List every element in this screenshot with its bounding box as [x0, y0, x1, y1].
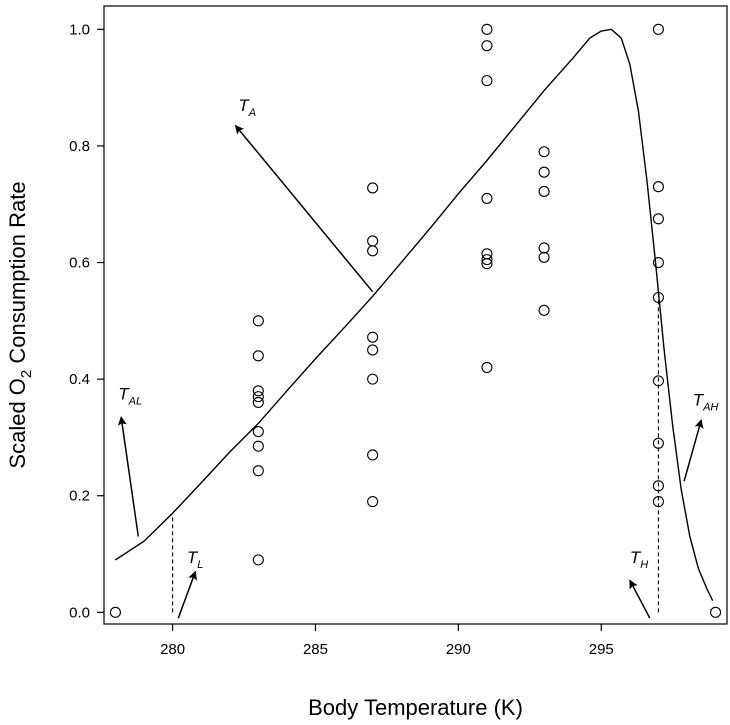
data-point: [481, 248, 493, 260]
data-point: [367, 235, 379, 247]
annotation-label-main: T: [187, 548, 199, 567]
axes: 280 285 290 295 0.0 0.2 0.4 0.6 0.8 1.0: [69, 21, 614, 658]
x-tick-label: 290: [446, 641, 471, 658]
x-axis-label: Body Temperature (K): [308, 695, 523, 720]
data-point: [367, 182, 379, 194]
annotation-arrow: [234, 124, 374, 293]
data-point: [252, 440, 264, 452]
annotation-label-main: T: [238, 96, 250, 115]
plot-frame: [103, 5, 728, 625]
y-axis-label-pre: Scaled O: [5, 378, 30, 469]
annotation-arrow: [629, 579, 651, 619]
data-point: [367, 373, 379, 385]
annotation-arrow: [117, 416, 140, 537]
data-point: [367, 245, 379, 257]
data-point: [481, 75, 493, 87]
data-point: [367, 449, 379, 461]
annotation-label-sub: A: [248, 107, 256, 119]
data-point: [252, 426, 264, 438]
annotation-arrow: [683, 419, 704, 482]
data-point: [109, 606, 121, 618]
data-point: [481, 361, 493, 374]
x-tick-label: 285: [303, 641, 328, 658]
data-point: [538, 185, 550, 197]
annotation-label-main: T: [693, 390, 705, 409]
annotation-arrow: [177, 570, 197, 619]
data-point: [652, 256, 664, 269]
data-point: [652, 496, 664, 508]
annotation-label: TAH: [693, 390, 719, 413]
y-tick-label: 0.6: [69, 255, 90, 272]
data-point: [252, 396, 264, 409]
data-point: [481, 254, 493, 266]
annotation-label: TAL: [118, 385, 142, 408]
data-point: [481, 192, 493, 204]
annotation-label-sub: H: [640, 559, 648, 571]
y-tick-label: 1.0: [69, 21, 90, 38]
data-point: [652, 213, 664, 225]
data-point: [652, 480, 664, 492]
x-tick-label: 295: [589, 641, 614, 658]
data-point: [252, 554, 264, 566]
data-point: [252, 465, 264, 477]
data-point: [538, 146, 550, 158]
model-curve: [115, 28, 714, 601]
annotation-label: TL: [187, 548, 204, 571]
plot-border: [103, 5, 728, 625]
annotation-label: TH: [630, 548, 648, 571]
data-point: [252, 385, 264, 397]
x-tick-label: 280: [160, 641, 185, 658]
y-tick-label: 0.8: [69, 138, 90, 155]
y-axis-label: Scaled O2 Consumption Rate: [5, 181, 35, 468]
data-point: [710, 606, 722, 618]
data-point: [538, 242, 550, 254]
data-point: [252, 315, 264, 327]
data-point: [252, 391, 264, 403]
annotation-label-main: T: [630, 548, 642, 567]
data-points: [109, 23, 722, 618]
data-point: [367, 344, 379, 356]
annotation-label: TA: [238, 96, 256, 119]
annotation-label-sub: AL: [128, 396, 142, 408]
data-point: [652, 181, 664, 193]
data-point: [652, 23, 664, 35]
data-point: [252, 350, 264, 362]
data-point: [538, 166, 550, 178]
plot-lines: [115, 28, 714, 613]
data-point: [481, 40, 493, 52]
data-point: [367, 331, 379, 343]
y-tick-label: 0.2: [69, 488, 90, 505]
data-point: [652, 437, 664, 449]
data-point: [481, 258, 493, 270]
data-point: [481, 23, 493, 35]
annotation-label-main: T: [118, 385, 130, 404]
y-axis-label-post: Consumption Rate: [5, 181, 30, 369]
y-tick-label: 0.4: [69, 371, 90, 388]
annotation-label-sub: AH: [702, 401, 718, 413]
data-point: [652, 375, 664, 387]
y-tick-label: 0.0: [69, 604, 90, 621]
data-point: [538, 304, 550, 316]
data-point: [652, 291, 664, 304]
data-point: [538, 251, 550, 263]
annotation-label-sub: L: [197, 559, 203, 571]
y-axis-label-sub: 2: [18, 370, 35, 378]
data-point: [367, 496, 379, 508]
